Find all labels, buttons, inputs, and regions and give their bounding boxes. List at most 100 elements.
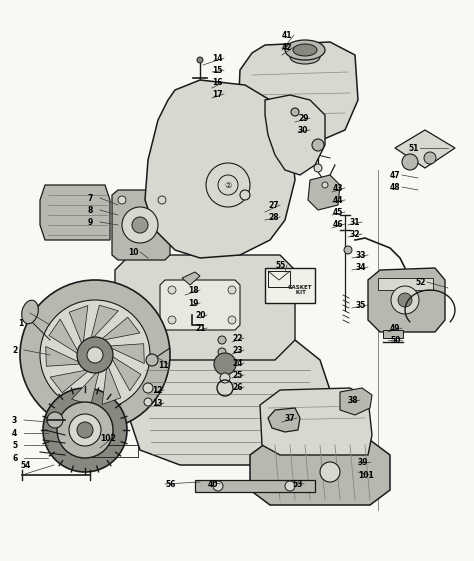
Text: 48: 48 — [390, 182, 401, 191]
Circle shape — [47, 412, 63, 428]
Polygon shape — [265, 95, 325, 175]
Circle shape — [228, 316, 236, 324]
Polygon shape — [368, 268, 445, 332]
Circle shape — [228, 286, 236, 294]
Text: 39: 39 — [358, 458, 368, 467]
Text: 44: 44 — [333, 195, 344, 205]
Text: 45: 45 — [333, 208, 343, 217]
Polygon shape — [112, 190, 170, 260]
Circle shape — [322, 182, 328, 188]
Text: 28: 28 — [268, 213, 279, 222]
Text: 7: 7 — [88, 194, 93, 203]
Text: 32: 32 — [350, 229, 361, 238]
Circle shape — [320, 462, 340, 482]
Circle shape — [158, 196, 166, 204]
Circle shape — [402, 154, 418, 170]
Text: 15: 15 — [212, 66, 222, 75]
Circle shape — [146, 354, 158, 366]
Polygon shape — [182, 272, 200, 285]
Circle shape — [218, 348, 226, 356]
Text: 43: 43 — [333, 183, 344, 192]
Circle shape — [214, 353, 236, 375]
Text: 17: 17 — [212, 90, 223, 99]
Text: GASKET
 KIT: GASKET KIT — [288, 284, 312, 296]
Text: 10: 10 — [128, 247, 138, 256]
Ellipse shape — [285, 40, 325, 60]
Text: 30: 30 — [298, 126, 309, 135]
Text: 16: 16 — [212, 77, 222, 86]
Text: 49: 49 — [390, 324, 401, 333]
Circle shape — [132, 217, 148, 233]
Circle shape — [122, 207, 158, 243]
Polygon shape — [50, 369, 91, 393]
Polygon shape — [40, 185, 110, 240]
Circle shape — [344, 246, 352, 254]
Circle shape — [220, 373, 230, 383]
Polygon shape — [46, 347, 83, 366]
Polygon shape — [115, 255, 295, 360]
Circle shape — [424, 152, 436, 164]
Circle shape — [87, 347, 103, 363]
Polygon shape — [107, 344, 144, 364]
Polygon shape — [260, 388, 372, 455]
Circle shape — [143, 383, 153, 393]
Ellipse shape — [290, 50, 320, 64]
Polygon shape — [49, 319, 80, 355]
Polygon shape — [102, 364, 121, 404]
Text: 31: 31 — [350, 218, 361, 227]
Polygon shape — [69, 306, 88, 346]
Circle shape — [43, 388, 127, 472]
Polygon shape — [340, 388, 372, 415]
Text: 9: 9 — [88, 218, 93, 227]
Text: 23: 23 — [232, 346, 243, 355]
Text: 29: 29 — [298, 113, 309, 122]
Bar — [268, 271, 290, 287]
Circle shape — [77, 422, 93, 438]
Text: 18: 18 — [188, 286, 199, 295]
Text: 20: 20 — [195, 310, 206, 320]
Polygon shape — [100, 317, 140, 341]
Text: 42: 42 — [282, 43, 292, 52]
Text: 14: 14 — [212, 53, 222, 62]
Circle shape — [218, 336, 226, 344]
Text: 2: 2 — [12, 346, 17, 355]
Circle shape — [312, 139, 324, 151]
Circle shape — [118, 196, 126, 204]
Bar — [196, 92, 204, 97]
Text: 11: 11 — [158, 361, 168, 370]
Bar — [195, 480, 315, 492]
Bar — [265, 268, 315, 303]
Text: 12: 12 — [152, 385, 163, 394]
Circle shape — [40, 300, 150, 410]
Circle shape — [197, 57, 203, 63]
Text: 46: 46 — [333, 219, 344, 228]
Text: 3: 3 — [12, 416, 17, 425]
Circle shape — [398, 293, 412, 307]
Circle shape — [314, 164, 322, 172]
Text: 52: 52 — [415, 278, 425, 287]
Text: 6: 6 — [12, 453, 17, 462]
Polygon shape — [308, 175, 340, 210]
Text: 102: 102 — [100, 434, 116, 443]
Text: 19: 19 — [188, 298, 199, 307]
Text: 13: 13 — [152, 398, 163, 407]
Text: 101: 101 — [358, 471, 374, 480]
Circle shape — [168, 316, 176, 324]
Ellipse shape — [293, 44, 317, 56]
Text: 53: 53 — [292, 480, 302, 489]
Text: 21: 21 — [195, 324, 206, 333]
Text: 25: 25 — [232, 370, 242, 379]
Text: 33: 33 — [356, 251, 366, 260]
Text: 54: 54 — [20, 461, 30, 470]
Circle shape — [144, 398, 152, 406]
Bar — [383, 330, 403, 338]
Circle shape — [198, 82, 202, 88]
Circle shape — [240, 190, 250, 200]
Text: 26: 26 — [232, 383, 243, 392]
Polygon shape — [91, 305, 118, 341]
Text: 50: 50 — [390, 335, 401, 344]
Polygon shape — [192, 100, 208, 106]
Text: 8: 8 — [88, 205, 93, 214]
Circle shape — [218, 175, 238, 195]
Circle shape — [285, 481, 295, 491]
